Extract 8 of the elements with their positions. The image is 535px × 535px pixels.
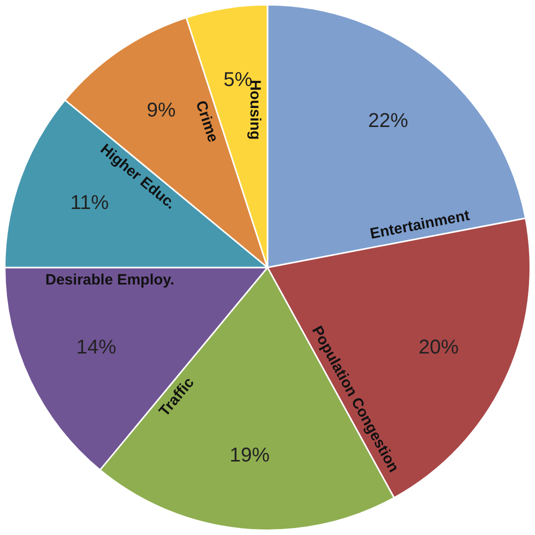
data-label: 11% xyxy=(70,192,109,214)
data-label: 19% xyxy=(230,444,270,466)
data-label: 14% xyxy=(76,336,117,359)
data-label: 9% xyxy=(146,100,176,122)
slice-label: Crime xyxy=(192,98,222,144)
data-label: 22% xyxy=(368,110,408,132)
data-label: 20% xyxy=(418,336,459,359)
slice-label: Desirable Employ. xyxy=(45,272,174,289)
